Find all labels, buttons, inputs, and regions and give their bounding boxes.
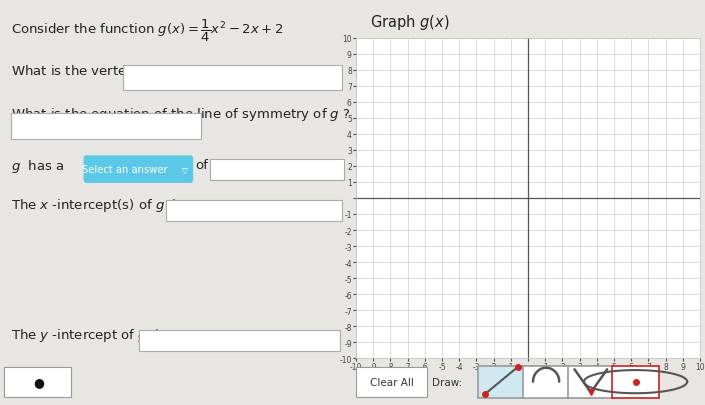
- Text: $g$  has a: $g$ has a: [11, 158, 64, 175]
- FancyBboxPatch shape: [210, 160, 344, 181]
- FancyBboxPatch shape: [123, 66, 342, 91]
- FancyBboxPatch shape: [11, 114, 201, 140]
- Text: The $y$ -intercept of $g$  is: The $y$ -intercept of $g$ is: [11, 326, 166, 343]
- Text: of: of: [196, 159, 209, 172]
- Text: What is the equation of the line of symmetry of $g$ ?: What is the equation of the line of symm…: [11, 105, 350, 122]
- Text: Consider the function $g(x) = \dfrac{1}{4}x^2 - 2x + 2$: Consider the function $g(x) = \dfrac{1}{…: [11, 18, 283, 44]
- FancyBboxPatch shape: [478, 366, 525, 398]
- Text: ●: ●: [33, 375, 44, 388]
- FancyBboxPatch shape: [356, 367, 427, 397]
- Text: Graph $g(x)$: Graph $g(x)$: [370, 13, 450, 32]
- FancyBboxPatch shape: [140, 330, 340, 351]
- Text: Draw:: Draw:: [432, 377, 462, 387]
- FancyBboxPatch shape: [613, 366, 658, 398]
- FancyBboxPatch shape: [166, 200, 342, 222]
- FancyBboxPatch shape: [83, 156, 193, 183]
- Text: ▽: ▽: [183, 165, 188, 174]
- Text: What is the vertex of $g$ ?: What is the vertex of $g$ ?: [11, 63, 175, 80]
- FancyBboxPatch shape: [4, 367, 71, 397]
- Text: The $x$ -intercept(s) of $g$  is/are: The $x$ -intercept(s) of $g$ is/are: [11, 196, 209, 213]
- FancyBboxPatch shape: [523, 366, 570, 398]
- Text: Clear All: Clear All: [369, 377, 413, 387]
- Text: Select an answer: Select an answer: [82, 165, 168, 175]
- FancyBboxPatch shape: [568, 366, 614, 398]
